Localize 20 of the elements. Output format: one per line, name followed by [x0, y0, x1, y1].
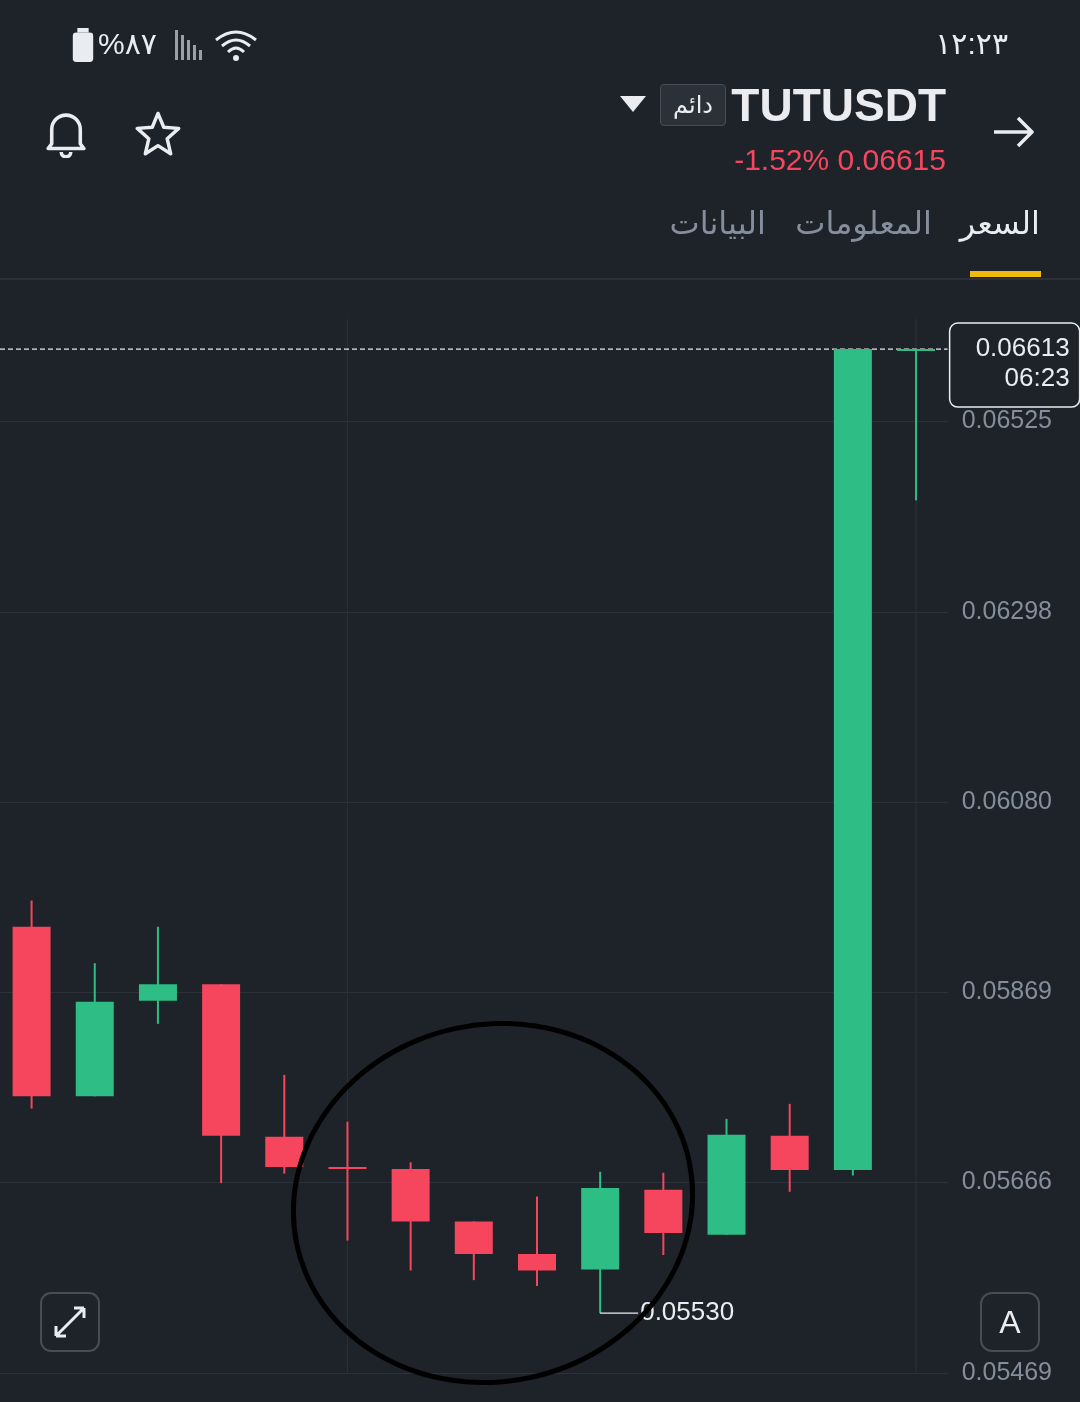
candlestick	[328, 1120, 367, 1242]
text: البيانات	[669, 204, 766, 242]
y-tick-label: 0.06298	[961, 596, 1053, 625]
text: دائم	[660, 84, 726, 126]
chart-title: TUTUSDT	[731, 78, 946, 132]
y-tick-label: 0.06525	[961, 405, 1053, 434]
candlestick	[517, 1195, 556, 1287]
y-tick-label: 0.05869	[961, 976, 1053, 1005]
annotation: 0.05530	[640, 1296, 735, 1327]
ref-line-label: 0.06613 06:23	[975, 332, 1070, 393]
text: %٨٧	[98, 26, 157, 61]
chart-subtitle: -1.52% 0.06615	[734, 143, 946, 177]
y-tick-label: 0.05469	[961, 1356, 1053, 1385]
text: ١٢:٢٣	[935, 26, 1008, 61]
y-tick-label: 0.05666	[961, 1166, 1053, 1195]
text: السعر	[959, 204, 1040, 242]
candlestick	[897, 348, 936, 502]
text: المعلومات	[795, 204, 932, 242]
text: A	[980, 1292, 1040, 1352]
y-tick-label: 0.06080	[961, 785, 1053, 814]
